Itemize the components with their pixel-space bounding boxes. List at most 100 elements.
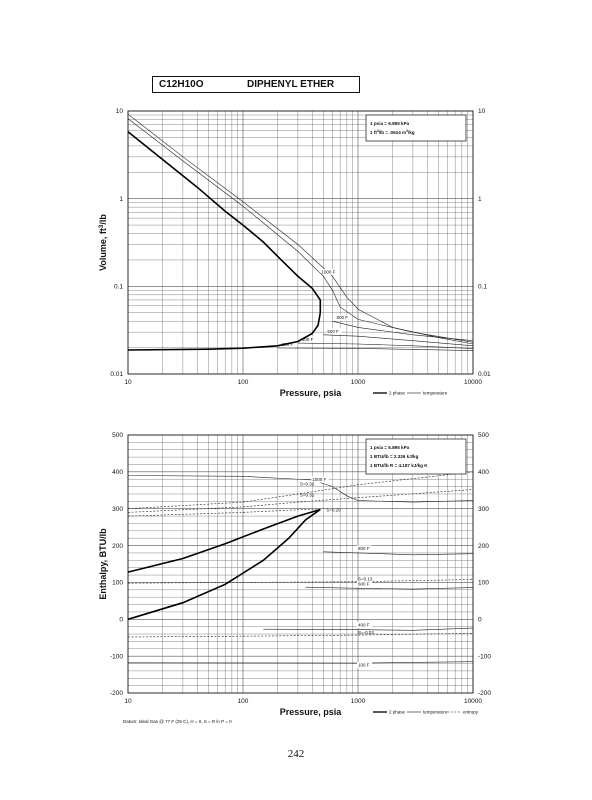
temperature-line [323, 334, 474, 347]
y-tick-label-right: 500 [478, 432, 489, 439]
two-phase-curve [127, 508, 321, 621]
temperature-line [127, 661, 474, 664]
y-axis-label: Enthalpy, BTU/lb [98, 528, 108, 600]
temperature-label-bg [357, 622, 372, 629]
conversion-box [365, 114, 467, 142]
x-tick-label: 10 [124, 698, 132, 705]
two-phase-curve [127, 131, 321, 301]
y-tick-label-right: 100 [478, 580, 489, 587]
y-tick-label: 500 [112, 432, 123, 439]
temperature-line [332, 320, 474, 341]
legend-label: entropy [463, 710, 479, 715]
legend-label: temperature [423, 710, 448, 715]
x-tick-label: 100 [238, 698, 249, 705]
y-tick-label-right: 400 [478, 469, 489, 476]
y-tick-label: 1 [119, 196, 123, 203]
two-phase-curve [127, 299, 322, 351]
temperature-label: 1000 F [312, 477, 326, 482]
conversion-box [365, 438, 467, 475]
temperature-line [297, 342, 474, 349]
entropy-label: S=0.29 [326, 507, 341, 512]
grid-lines [128, 111, 473, 374]
temperature-label: 400 F [302, 337, 314, 342]
x-tick-label: 10 [124, 379, 132, 386]
temperature-label-bg [357, 580, 372, 587]
conversion-note: 1 BTU/lb R = 4.187 kJ/kg K [370, 463, 428, 468]
y-tick-label-right: -200 [478, 690, 491, 697]
temperature-line [323, 551, 474, 556]
temperature-label-bg [311, 476, 329, 483]
x-axis-label: Pressure, psia [280, 707, 343, 717]
temperature-label-bg [280, 341, 296, 348]
temperature-label: 600 F [327, 329, 339, 334]
plot-frame [127, 434, 474, 694]
y-tick-label-right: 0.01 [478, 371, 491, 378]
entropy-line [127, 508, 324, 517]
conversion-note: 1 BTU/lb = 2.326 kJ/kg [370, 454, 419, 459]
entropy-label: S=0.13 [358, 577, 373, 582]
y-tick-label: 0.1 [114, 284, 123, 291]
entropy-line [127, 471, 474, 509]
temperature-label-bg [335, 314, 351, 321]
entropy-label: S=0.31 [300, 493, 315, 498]
y-tick-label: -200 [110, 690, 123, 697]
legend-label: temperature [423, 391, 448, 396]
y-tick-label: 100 [112, 580, 123, 587]
temperature-line [305, 586, 474, 590]
temperature-label-bg [326, 328, 342, 335]
temperature-label: 800 F [336, 315, 348, 320]
temperature-line [127, 475, 474, 503]
two-phase-curve [127, 508, 321, 573]
y-axis-label: Volume, ft3/lb [98, 214, 109, 271]
temperature-label-bg [320, 269, 338, 276]
y-tick-label: 10 [116, 108, 124, 115]
entropy-label: S=-0.03 [358, 630, 374, 635]
y-tick-label: -100 [110, 653, 123, 660]
temperature-label-bg [300, 336, 316, 343]
temperature-label: 1000 F [321, 270, 335, 275]
temperature-line [263, 627, 474, 631]
y-tick-label: 400 [112, 469, 123, 476]
entropy-label: S=0.33 [300, 482, 315, 487]
page-number: 242 [287, 748, 305, 760]
temperature-label-bg [357, 545, 372, 552]
conversion-note: 1 ft3/lb = .0624 m3/kg [370, 129, 415, 135]
y-tick-label-right: 300 [478, 506, 489, 513]
plot-frame [127, 110, 474, 375]
y-tick-label-right: 0 [478, 616, 482, 623]
y-tick-label-right: 10 [478, 108, 486, 115]
x-tick-label: 10000 [464, 379, 482, 386]
x-tick-label: 1000 [351, 379, 366, 386]
datum-footnote: Datum: Ideal Gas @ 77 F (25 C), H = 0, S… [123, 719, 232, 724]
chart-title-box: C12H10O DIPHENYL ETHER [152, 76, 360, 93]
conversion-note: 1 psia = 6.895 kPa [370, 121, 410, 126]
conversion-note: 1 psia = 6.895 kPa [370, 445, 410, 450]
legend-label: 2 phase [389, 710, 406, 715]
temperature-label: 100 F [358, 662, 370, 667]
temperature-line [127, 118, 474, 343]
x-tick-label: 10000 [464, 698, 482, 705]
y-tick-label-right: 0.1 [478, 284, 487, 291]
y-tick-label-right: 1 [478, 196, 482, 203]
y-tick-label: 200 [112, 543, 123, 550]
temperature-line [127, 113, 474, 345]
temperature-line [277, 347, 474, 351]
temperature-label-bg [357, 661, 372, 668]
y-tick-label-right: 200 [478, 543, 489, 550]
y-tick-label: 0.01 [110, 371, 123, 378]
legend-label: 2 phase [389, 391, 406, 396]
temperature-label: 600 F [358, 581, 370, 586]
y-tick-label: 0 [119, 616, 123, 623]
x-tick-label: 1000 [351, 698, 366, 705]
x-axis-label: Pressure, psia [280, 388, 343, 398]
temperature-label: 800 F [358, 546, 370, 551]
y-tick-label-right: -100 [478, 653, 491, 660]
entropy-line [127, 489, 474, 513]
title-formula: C12H10O [159, 79, 204, 90]
title-name: DIPHENYL ETHER [247, 79, 335, 90]
y-tick-label: 300 [112, 506, 123, 513]
x-tick-label: 100 [238, 379, 249, 386]
